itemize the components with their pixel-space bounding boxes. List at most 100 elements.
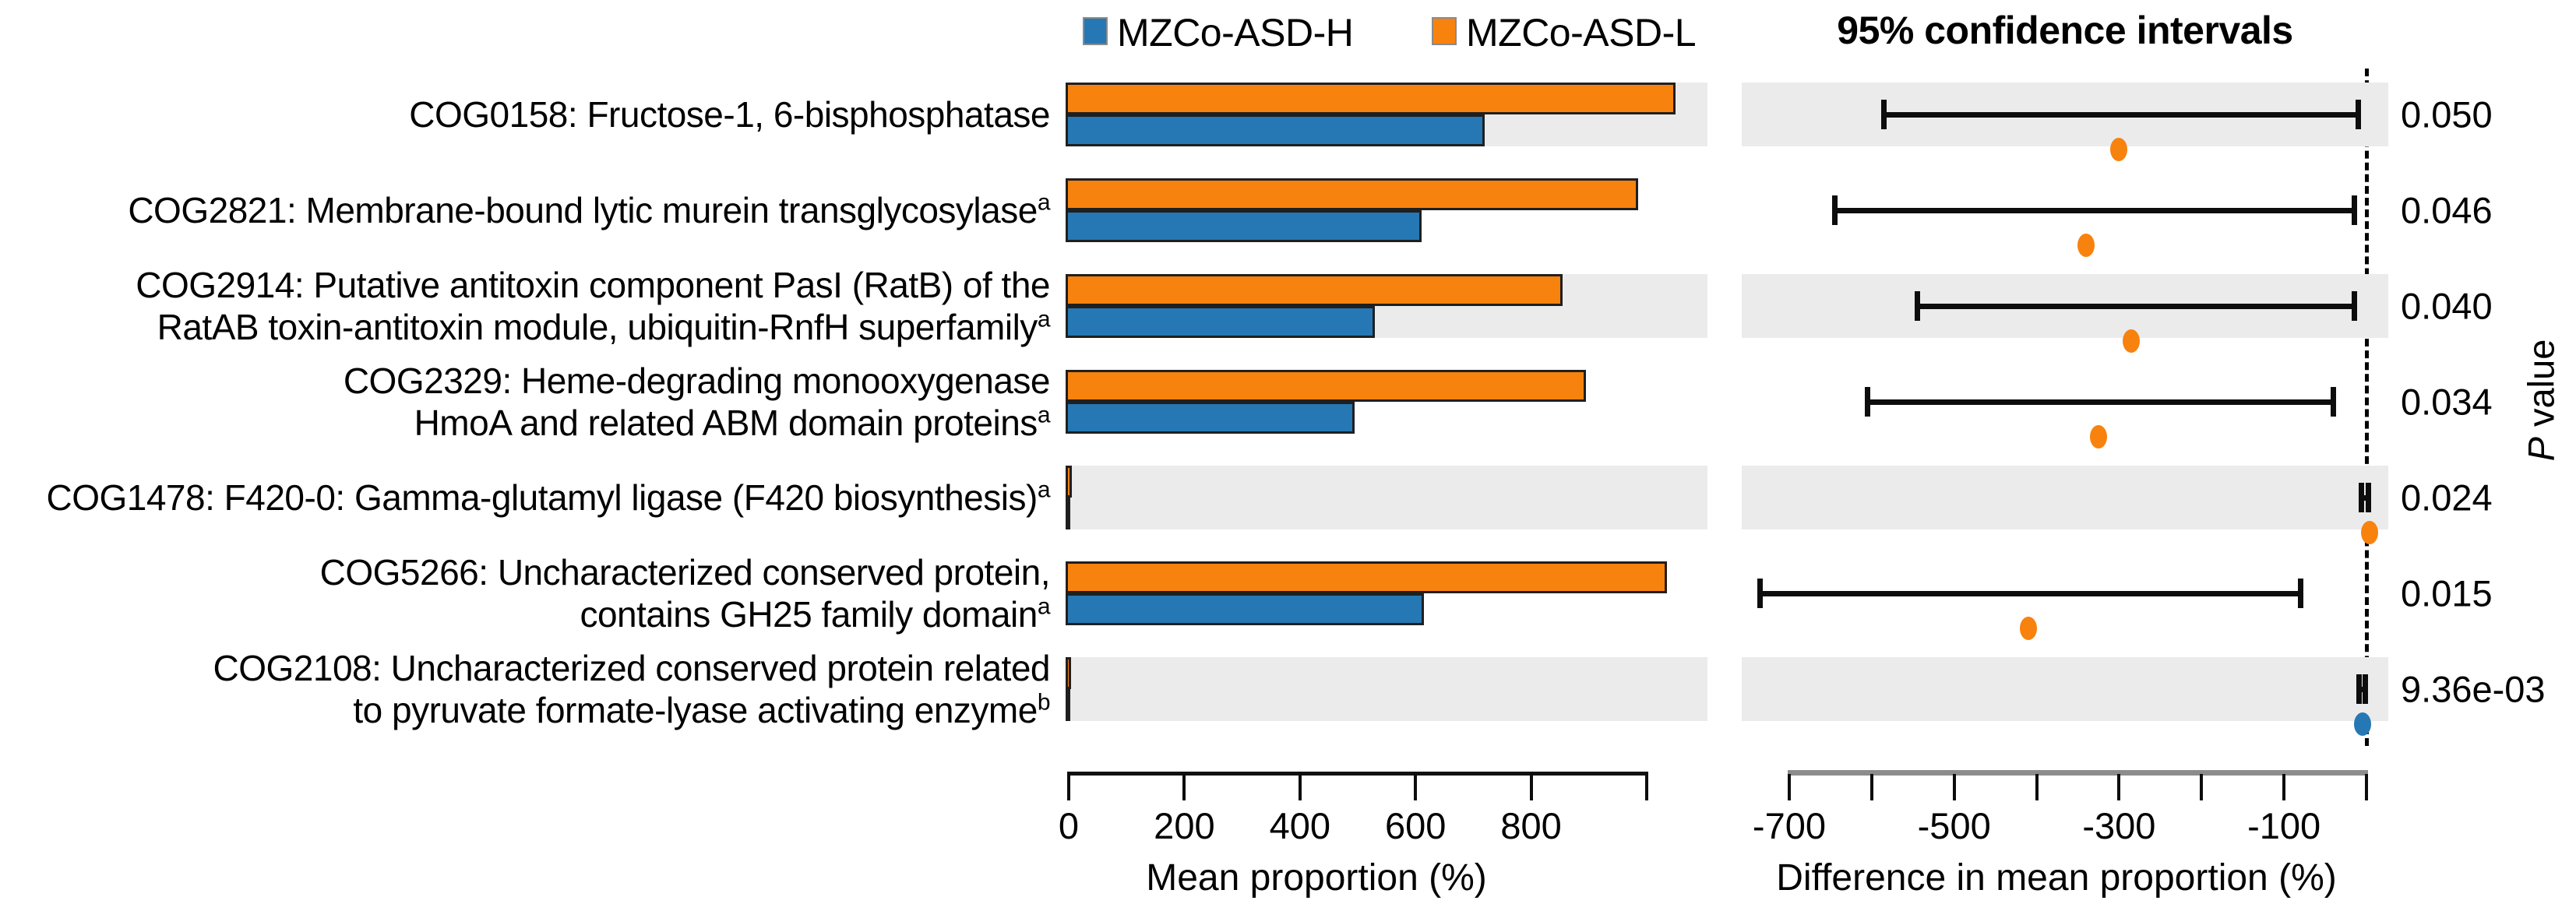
left-axis-tick-label: 200 [1154, 805, 1215, 846]
p-value: 0.034 [2401, 381, 2493, 423]
legend-swatch-mzco-asd-l [1432, 17, 1457, 45]
row-label-superscript: a [1037, 306, 1051, 332]
bar-mzco-asd-l [1066, 274, 1563, 306]
p-value: 0.046 [2401, 189, 2493, 231]
confidence-intervals-title: 95% confidence intervals [1837, 9, 2293, 52]
right-axis-tick [2365, 774, 2368, 800]
ci-cap-right [2331, 387, 2337, 417]
difference-dot-mzco-asd-l [2361, 521, 2379, 544]
left-axis-tick-label: 0 [1058, 805, 1080, 846]
ci-cap-right [2355, 100, 2361, 129]
ci-bar [1867, 399, 2334, 405]
right-axis-tick-label: -700 [1752, 805, 1827, 846]
legend-label-mzco-asd-l: MZCo-ASD-L [1466, 11, 1697, 55]
right-axis-tick [1869, 774, 1873, 800]
bar-mzco-asd-h [1066, 689, 1070, 721]
row-label-superscript: a [1037, 477, 1051, 503]
row-label-COG2821: COG2821: Membrane-bound lytic murein tra… [128, 189, 1051, 230]
right-axis-tick-label: -100 [2247, 805, 2321, 846]
right-axis-tick [2200, 774, 2204, 800]
ci-bar [2361, 494, 2369, 501]
right-axis-line [1787, 770, 2368, 776]
bar-mzco-asd-l [1066, 466, 1072, 498]
bar-mzco-asd-l [1066, 178, 1638, 210]
ci-cap-left [1831, 195, 1838, 225]
left-axis-tick-label: 400 [1269, 805, 1331, 846]
difference-dot-mzco-asd-l [2077, 234, 2095, 257]
left-axis-tick-label: 600 [1384, 805, 1447, 846]
ci-cap-left [2359, 483, 2365, 512]
row-label-COG2108: COG2108: Uncharacterized conserved prote… [213, 648, 1051, 730]
p-value: 9.36e-03 [2401, 668, 2546, 710]
ci-cap-right [2297, 579, 2303, 608]
ci-cap-left [1865, 387, 1871, 417]
row-label-COG1478: COG1478: F420-0: Gamma-glutamyl ligase (… [46, 477, 1051, 518]
row-shading-left [1066, 466, 1707, 529]
ci-bar [1884, 111, 2359, 118]
bar-mzco-asd-h [1066, 402, 1355, 434]
ci-cap-left [1914, 291, 1920, 321]
left-axis-tick [1182, 772, 1186, 800]
p-value: 0.024 [2401, 477, 2493, 519]
row-shading-right [1742, 657, 2388, 721]
legend-label-mzco-asd-h: MZCo-ASD-H [1117, 11, 1354, 55]
left-axis-tick [1298, 772, 1302, 800]
row-label-COG5266: COG5266: Uncharacterized conserved prote… [319, 552, 1051, 635]
difference-dot-mzco-asd-l [2123, 329, 2141, 353]
left-axis-title: Mean proportion (%) [1146, 857, 1487, 899]
bar-mzco-asd-h [1066, 498, 1071, 529]
bar-mzco-asd-h [1066, 593, 1425, 625]
ci-cap-right [2351, 291, 2357, 321]
p-value: 0.040 [2401, 285, 2493, 327]
row-label-superscript: a [1037, 189, 1051, 216]
row-label-COG2914: COG2914: Putative antitoxin component Pa… [136, 265, 1051, 347]
left-axis-tick [1414, 772, 1418, 800]
row-label-superscript: a [1037, 402, 1051, 428]
difference-dot-mzco-asd-h [2353, 712, 2371, 736]
ci-cap-left [1757, 579, 1764, 608]
bar-mzco-asd-h [1066, 114, 1485, 146]
ci-cap-right [2365, 483, 2371, 512]
ci-cap-right [2363, 674, 2369, 704]
left-axis-tick [1645, 772, 1648, 800]
p-value: 0.050 [2401, 93, 2493, 135]
difference-dot-mzco-asd-l [2110, 138, 2128, 161]
p-value-axis-label: P value [2520, 339, 2563, 462]
bar-mzco-asd-l [1066, 657, 1071, 689]
p-value-axis-label-italic: P [2520, 437, 2562, 462]
ci-cap-right [2351, 195, 2357, 225]
right-axis-tick [2282, 774, 2286, 800]
left-axis-tick-label: 800 [1500, 805, 1562, 846]
bar-mzco-asd-h [1066, 210, 1422, 242]
ci-bar [1917, 303, 2355, 309]
left-axis-tick [1529, 772, 1533, 800]
row-shading-right [1742, 466, 2388, 529]
ci-cap-left [1881, 100, 1887, 129]
bar-mzco-asd-l [1066, 370, 1587, 402]
right-axis-tick [1787, 774, 1791, 800]
right-axis-tick [2035, 774, 2039, 800]
right-axis-tick-label: -300 [2082, 805, 2156, 846]
legend-swatch-mzco-asd-h [1083, 17, 1108, 45]
difference-dot-mzco-asd-l [2019, 617, 2037, 640]
zero-difference-line [2365, 69, 2369, 746]
p-value-axis-label-rest: value [2520, 339, 2562, 438]
left-axis-line [1067, 772, 1648, 776]
bar-mzco-asd-l [1066, 561, 1667, 593]
row-label-superscript: a [1037, 593, 1051, 620]
ci-cap-left [2356, 674, 2362, 704]
ci-bar [1834, 207, 2355, 213]
row-label-COG0158: COG0158: Fructose-1, 6-bisphosphatase [409, 94, 1050, 135]
right-axis-tick [1952, 774, 1956, 800]
ci-bar [1760, 590, 2301, 596]
p-value: 0.015 [2401, 572, 2493, 614]
right-axis-tick-label: -500 [1917, 805, 1991, 846]
bar-mzco-asd-l [1066, 83, 1676, 114]
bar-mzco-asd-h [1066, 306, 1376, 338]
ci-bar [2359, 686, 2366, 692]
row-shading-left [1066, 657, 1707, 721]
right-axis-title: Difference in mean proportion (%) [1776, 857, 2337, 899]
row-label-superscript: b [1037, 689, 1051, 716]
right-axis-tick [2117, 774, 2121, 800]
